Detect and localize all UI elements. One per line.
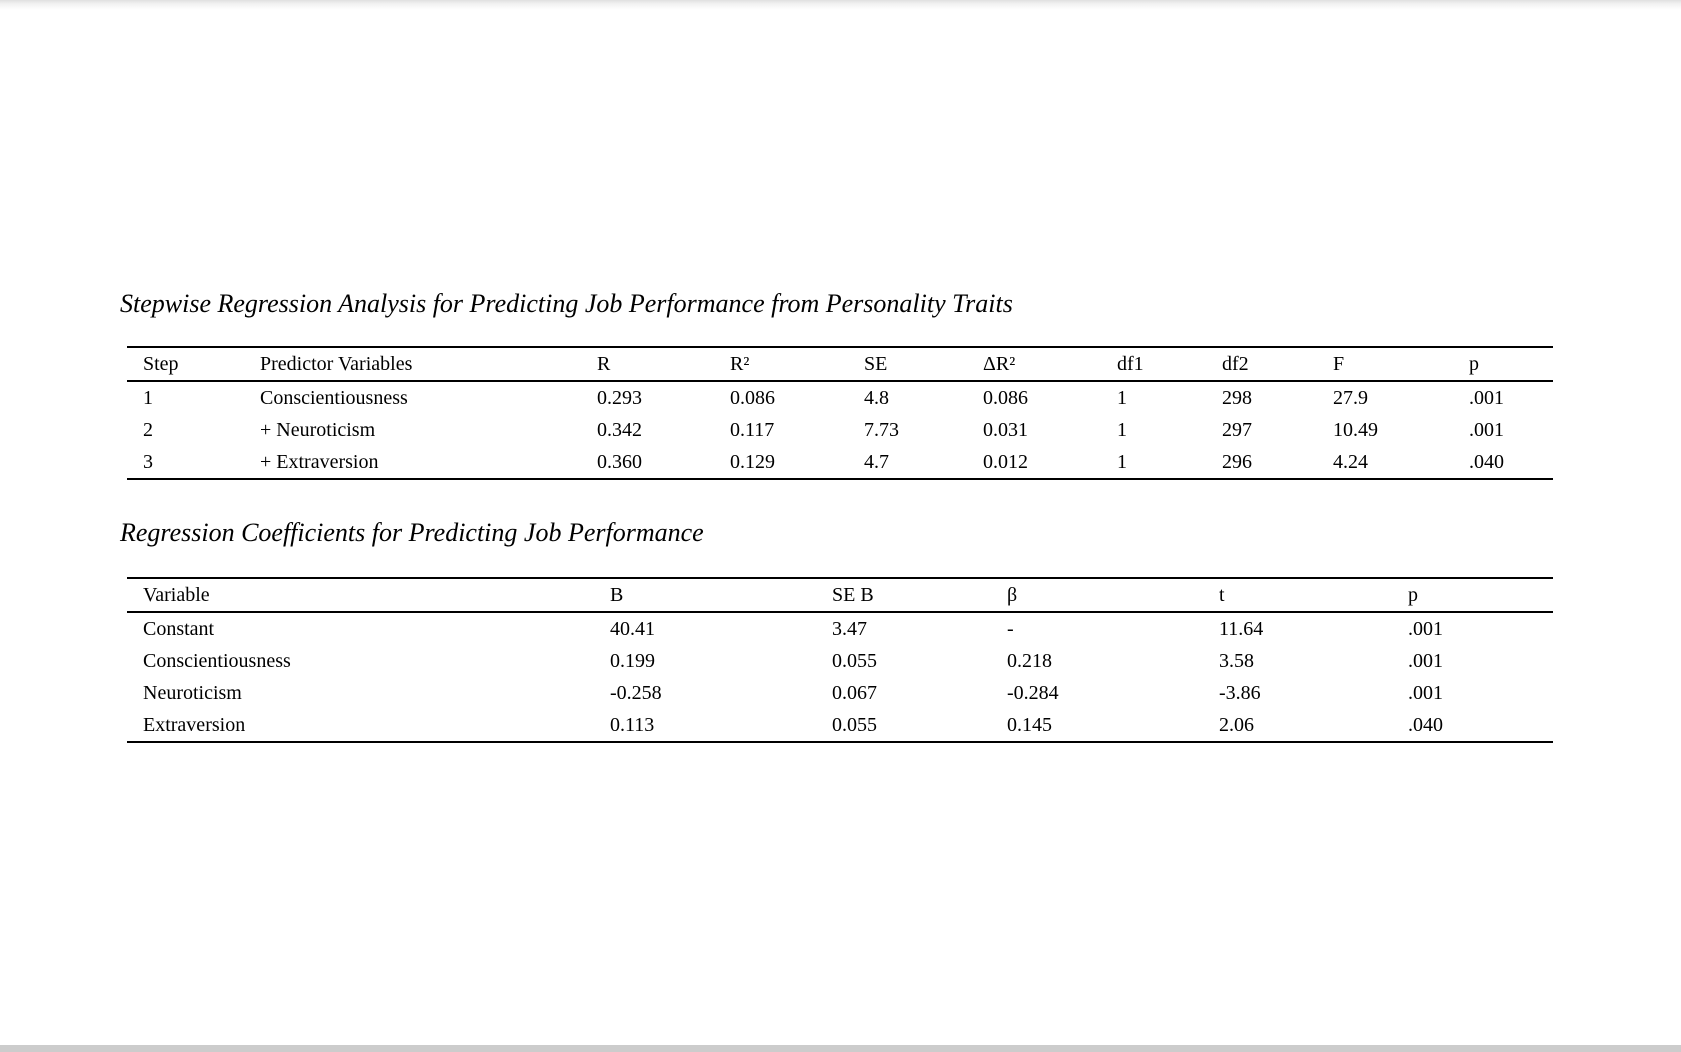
table-cell: 27.9 <box>1333 386 1368 409</box>
table-cell: 1 <box>143 386 153 409</box>
column-header: SE B <box>832 578 1007 613</box>
table-cell: 0.086 <box>983 386 1028 409</box>
table-cell: 1 <box>1117 418 1127 441</box>
table-cell: Conscientiousness <box>260 386 408 409</box>
column-header: β <box>1007 578 1219 613</box>
table-row: Extraversion 0.113 0.055 0.145 2.06 .040 <box>127 709 1553 742</box>
table-cell: .040 <box>1408 713 1443 736</box>
table-cell: 3 <box>143 450 153 473</box>
table-cell: 0.129 <box>730 450 775 473</box>
table-1-title: Stepwise Regression Analysis for Predict… <box>120 289 1013 318</box>
table-cell: + Extraversion <box>260 450 379 473</box>
table-row: 2 + Neuroticism 0.342 0.117 7.73 0.031 1 297 10.… <box>127 414 1553 446</box>
column-header: p <box>1469 347 1553 382</box>
table-cell: 11.64 <box>1219 617 1264 640</box>
table-row: Neuroticism -0.258 0.067 -0.284 -3.86 .001 <box>127 677 1553 709</box>
table-cell: 0.342 <box>597 418 642 441</box>
table-cell: 297 <box>1222 418 1252 441</box>
table-cell: 0.218 <box>1007 649 1052 672</box>
table-cell: 0.145 <box>1007 713 1052 736</box>
table-cell: 2 <box>143 418 153 441</box>
table-cell: .001 <box>1469 386 1504 409</box>
column-header: F <box>1333 347 1469 382</box>
column-header: SE <box>864 347 983 382</box>
table-cell: Extraversion <box>143 713 246 736</box>
column-header: B <box>610 578 832 613</box>
table-cell: 0.086 <box>730 386 775 409</box>
page-bottom-edge <box>0 1045 1681 1052</box>
table-cell: 3.47 <box>832 617 867 640</box>
table-2-body: Constant 40.41 3.47-11.64.001 Conscientious… <box>127 612 1553 742</box>
page-top-edge <box>0 0 1681 10</box>
table-row: 3 + Extraversion 0.360 0.129 4.7 0.012 1 296 4.2… <box>127 446 1553 479</box>
table-2-title: Regression Coefficients for Predicting J… <box>120 518 704 547</box>
table-cell: 4.24 <box>1333 450 1368 473</box>
column-header: df2 <box>1222 347 1333 382</box>
table-cell: 2.06 <box>1219 713 1254 736</box>
table-cell: .001 <box>1408 649 1443 672</box>
column-header: R <box>597 347 730 382</box>
column-header: df1 <box>1117 347 1222 382</box>
table-cell: -0.284 <box>1007 681 1059 704</box>
table-cell: 0.199 <box>610 649 655 672</box>
table-row: Conscientiousness 0.199 0.055 0.218 3.58 .001 <box>127 645 1553 677</box>
table-cell: 4.7 <box>864 450 889 473</box>
table-cell: 0.031 <box>983 418 1028 441</box>
table-cell: 1 <box>1117 450 1127 473</box>
column-header: Step <box>127 347 260 382</box>
column-header: Variable <box>127 578 610 613</box>
table-cell: 0.113 <box>610 713 655 736</box>
table-row: Constant 40.41 3.47 - 11.64 .001 <box>127 612 1553 645</box>
table-cell: 298 <box>1222 386 1252 409</box>
table-cell: 0.055 <box>832 713 877 736</box>
table-cell: 0.055 <box>832 649 877 672</box>
table-cell: Conscientiousness <box>143 649 291 672</box>
table-cell: - <box>1007 617 1014 640</box>
table-cell: + Neuroticism <box>260 418 376 441</box>
column-header: t <box>1219 578 1408 613</box>
table-cell: Neuroticism <box>143 681 242 704</box>
table-cell: .001 <box>1408 681 1443 704</box>
column-header: ΔR² <box>983 347 1117 382</box>
column-header: R² <box>730 347 864 382</box>
table-cell: 4.8 <box>864 386 889 409</box>
table-cell: 3.58 <box>1219 649 1254 672</box>
column-header: Predictor Variables <box>260 347 597 382</box>
table-cell: 1 <box>1117 386 1127 409</box>
column-header: p <box>1408 578 1553 613</box>
table-cell: 40.41 <box>610 617 655 640</box>
table-cell: 7.73 <box>864 418 899 441</box>
table-cell: 0.360 <box>597 450 642 473</box>
table-cell: 0.293 <box>597 386 642 409</box>
table-cell: 10.49 <box>1333 418 1378 441</box>
table-cell: -3.86 <box>1219 681 1261 704</box>
table-cell: 0.012 <box>983 450 1028 473</box>
table-cell: 0.067 <box>832 681 877 704</box>
table-cell: .040 <box>1469 450 1504 473</box>
table-cell: 0.117 <box>730 418 775 441</box>
table-cell: 296 <box>1222 450 1252 473</box>
table-cell: -0.258 <box>610 681 662 704</box>
table-cell: .001 <box>1408 617 1443 640</box>
table-1-body: 1 Conscientiousness 0.293 0.086 4.8 0.086 1 298… <box>127 381 1553 479</box>
table-cell: Constant <box>143 617 215 640</box>
table-row: 1 Conscientiousness 0.293 0.086 4.8 0.086 1 298… <box>127 381 1553 414</box>
table-cell: .001 <box>1469 418 1504 441</box>
